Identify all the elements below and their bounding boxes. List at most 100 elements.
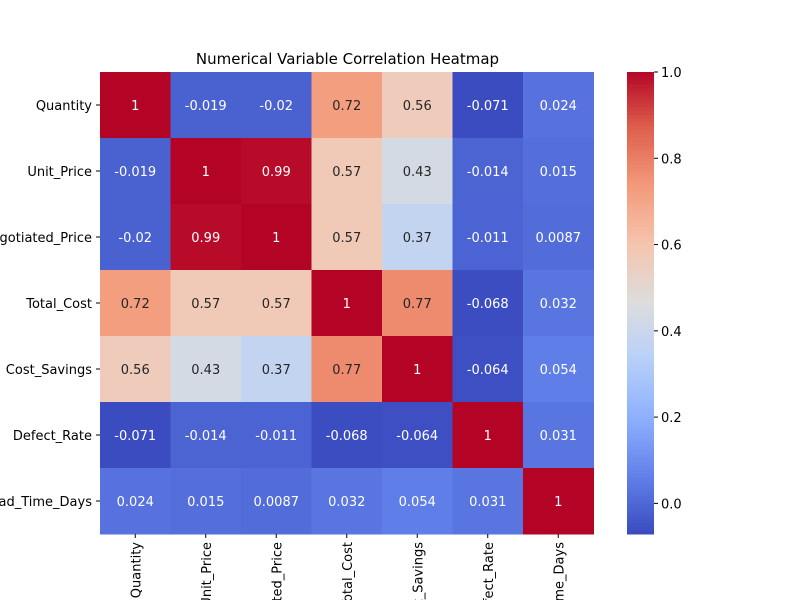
cell-value-label: 0.031 [469,495,506,510]
heatmap-cell [100,270,171,337]
colorbar-segment [627,125,654,131]
colorbar-segment [627,183,654,189]
y-tick-label: Cost_Savings [6,363,92,378]
colorbar-segment [627,333,654,339]
heatmap-cell [311,204,383,271]
heatmap-cell [311,72,383,139]
heatmap-cell [170,204,242,271]
x-tick-label: Defect_Rate [482,542,497,600]
colorbar-segment [627,98,654,104]
colorbar-segment [627,218,654,223]
heatmap-cell [382,336,453,403]
colorbar-segment [627,414,654,420]
cell-value-label: -0.019 [185,99,227,114]
y-tick-label: Negotiated_Price [0,231,92,246]
heatmap-cell [170,270,242,337]
heatmap-cell [452,468,524,535]
colorbar-segment [627,326,654,331]
heatmap-cell [523,270,594,337]
cell-value-label: 0.57 [262,297,291,312]
heatmap-cell [382,204,453,271]
y-tick-label: Quantity [36,99,92,114]
colorbar-segment [627,368,654,373]
heatmap-cell [170,468,242,535]
cell-value-label: 0.37 [262,363,291,378]
colorbar-segment [627,118,654,123]
colorbar-segment [627,202,654,208]
colorbar-segment [627,145,654,150]
colorbar-segment [627,87,654,92]
colorbar-segment [627,364,654,370]
colorbar-segment [627,430,654,435]
colorbar-segment [627,476,654,481]
colorbar-segment [627,518,654,524]
heatmap-cell [311,270,383,337]
colorbar-segment [627,291,654,296]
colorbar-segment [627,457,654,462]
colorbar-segment [627,164,654,169]
heatmap-cell [241,72,312,139]
cell-value-label: 0.77 [403,297,432,312]
heatmap-cell [523,468,594,535]
colorbar-segment [627,314,654,319]
colorbar-segment [627,299,654,304]
colorbar-segment [627,133,654,139]
colorbar-segment [627,464,654,470]
colorbar-segment [627,172,654,177]
y-tick-label: Unit_Price [27,165,92,180]
y-tick-labels: Quantity Unit_Price Negotiated_Price Total_… [0,99,100,510]
cell-value-label: 0.054 [399,495,436,510]
cell-value-label: 0.0087 [536,231,582,246]
colorbar-segment [627,287,654,293]
colorbar-segment [627,195,654,200]
colorbar-segment [627,283,654,289]
cell-value-label: -0.064 [396,429,438,444]
heatmap-cell [382,468,453,535]
colorbar-tick-label: 0.4 [661,325,682,340]
heatmap-cell [452,72,524,139]
heatmap-cell [382,270,453,337]
colorbar-segment [627,106,654,112]
colorbar-segment [627,341,654,346]
colorbar-segment [627,356,654,362]
colorbar-segment [627,387,654,393]
cell-value-label: 0.57 [332,231,361,246]
x-tick-label: Unit_Price [200,542,215,600]
cell-value-label: 1 [554,495,562,510]
colorbar-segment [627,229,654,235]
heatmap-cell [170,402,242,469]
colorbar-segment [627,395,654,400]
colorbar-segment [627,453,654,458]
colorbar-segment [627,495,654,500]
cell-value-label: -0.014 [185,429,227,444]
cell-value-label: -0.064 [467,363,509,378]
colorbar-segment [627,268,654,273]
colorbar-segment [627,306,654,312]
colorbar-segment [627,226,654,231]
colorbar-tick-label: 0.2 [661,411,682,426]
colorbar-segment [627,241,654,246]
heatmap-cell [311,336,383,403]
cell-value-label: 0.43 [191,363,220,378]
heatmap-cell [382,72,453,139]
chart-title: Numerical Variable Correlation Heatmap [196,50,499,68]
cell-value-label: 0.57 [191,297,220,312]
colorbar-segment [627,264,654,269]
x-tick-labels: Quantity Unit_Price Negotiated_Price Total_… [129,534,567,600]
colorbar-tick-label: 0.8 [661,152,682,167]
colorbar-segment [627,372,654,377]
colorbar-segment [627,141,654,146]
colorbar-segment [627,149,654,154]
heatmap-cell [452,270,524,337]
cell-value-label: -0.071 [467,99,509,114]
colorbar-segment [627,337,654,343]
cell-value-label: 0.56 [403,99,432,114]
colorbar-segment [627,499,654,504]
colorbar-segment [627,95,654,100]
colorbar-segment [627,507,654,512]
x-tick-label: Quantity [129,542,144,598]
colorbar-segment [627,122,654,127]
colorbar-segment [627,426,654,431]
colorbar-segment [627,129,654,135]
cell-value-label: 0.99 [191,231,220,246]
